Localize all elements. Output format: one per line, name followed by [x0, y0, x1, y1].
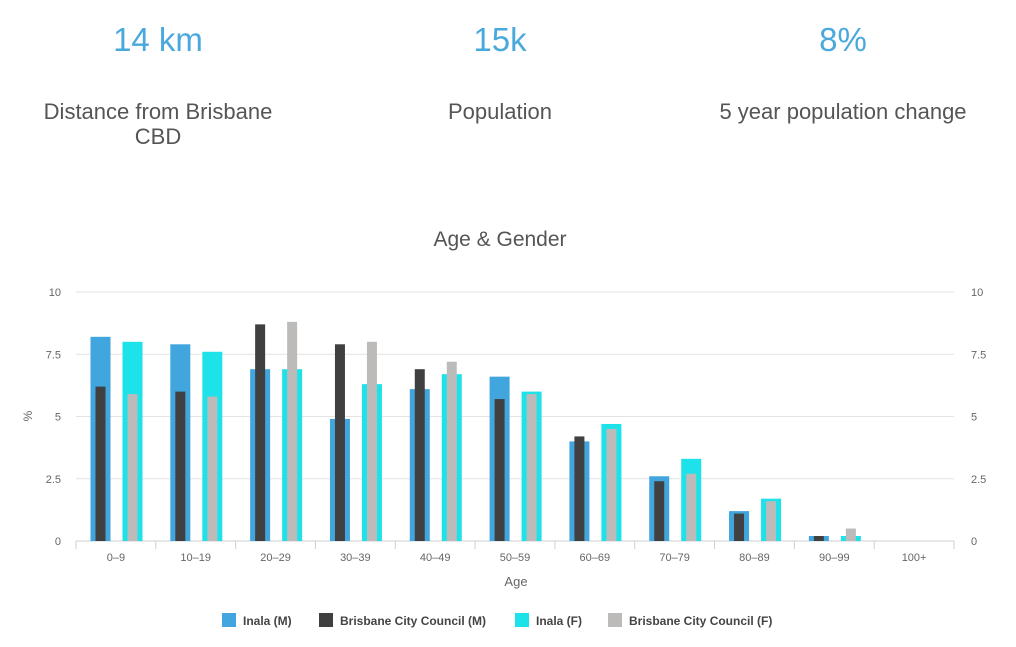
legend-label: Brisbane City Council (F) — [629, 614, 772, 628]
x-tick-label: 60–69 — [580, 552, 611, 564]
legend-swatch — [608, 613, 622, 627]
stat-population-change-label: 5 year population change — [719, 99, 967, 124]
bar-bcc-f — [446, 361, 457, 541]
y-tick-label-right: 5 — [971, 412, 977, 424]
bar-bcc-f — [526, 394, 537, 541]
x-axis-label: Age — [504, 574, 527, 589]
stat-population-label: Population — [448, 99, 552, 124]
bars — [90, 321, 861, 541]
bar-bcc-m — [654, 481, 665, 541]
x-tick-label: 40–49 — [420, 552, 451, 564]
bar-bcc-m — [414, 369, 425, 541]
stat-population: 15k Population — [360, 20, 640, 124]
x-tick-label: 30–39 — [340, 552, 371, 564]
legend-swatch — [515, 613, 529, 627]
y-axis-label: % — [21, 410, 35, 421]
stat-distance-label: Distance from Brisbane CBD — [43, 99, 273, 149]
y-tick-label-right: 0 — [971, 536, 977, 548]
stat-population-value: 15k — [473, 21, 527, 58]
y-tick-label-right: 10 — [971, 287, 983, 299]
x-tick-label: 100+ — [902, 552, 927, 564]
bar-bcc-f — [606, 428, 617, 541]
bar-bcc-m — [494, 399, 505, 541]
x-tick-label: 50–59 — [500, 552, 531, 564]
bar-bcc-m — [255, 324, 266, 541]
y-tick-label-left: 5 — [55, 412, 61, 424]
bar-bcc-m — [574, 436, 585, 541]
x-tick-label: 80–89 — [739, 552, 770, 564]
bar-bcc-m — [95, 386, 106, 541]
bar-bcc-f — [845, 528, 856, 541]
y-tick-label-right: 2.5 — [971, 474, 986, 486]
gridlines — [76, 291, 954, 542]
bar-bcc-f — [287, 321, 298, 541]
legend-swatch — [222, 613, 236, 627]
bar-bcc-m — [175, 391, 186, 541]
x-tick-label: 90–99 — [819, 552, 850, 564]
y-tick-label-left: 7.5 — [46, 349, 61, 361]
y-tick-label-right: 7.5 — [971, 349, 986, 361]
stat-population-change-value: 8% — [819, 21, 867, 58]
stat-distance-value: 14 km — [113, 21, 203, 58]
legend-label: Inala (M) — [243, 614, 292, 628]
legend: Inala (M) Brisbane City Council (M) Inala … — [222, 613, 772, 628]
bar-bcc-m — [734, 513, 745, 541]
bar-bcc-m — [334, 344, 345, 541]
chart-title: Age & Gender — [433, 228, 566, 251]
legend-swatch — [319, 613, 333, 627]
stat-population-change: 8% 5 year population change — [703, 20, 983, 124]
x-tick-label: 0–9 — [107, 552, 125, 564]
bar-bcc-f — [207, 396, 218, 541]
x-tick-label: 10–19 — [180, 552, 211, 564]
bar-bcc-f — [766, 501, 777, 541]
y-tick-label-left: 0 — [55, 536, 61, 548]
x-tick-label: 70–79 — [659, 552, 690, 564]
legend-label: Brisbane City Council (M) — [340, 614, 486, 628]
legend-label: Inala (F) — [536, 614, 582, 628]
bar-bcc-f — [366, 341, 377, 541]
axes: 0 0 2.5 2.5 5 5 7.5 7.5 10 10 0–9 10–19 20–29 30–39 40… — [46, 287, 987, 564]
bar-bcc-f — [127, 394, 138, 541]
y-tick-label-left: 10 — [49, 287, 61, 299]
bar-bcc-m — [813, 536, 824, 541]
y-tick-label-left: 2.5 — [46, 474, 61, 486]
x-tick-label: 20–29 — [260, 552, 291, 564]
bar-bcc-f — [686, 473, 697, 541]
stat-distance: 14 km Distance from Brisbane CBD — [18, 20, 298, 149]
